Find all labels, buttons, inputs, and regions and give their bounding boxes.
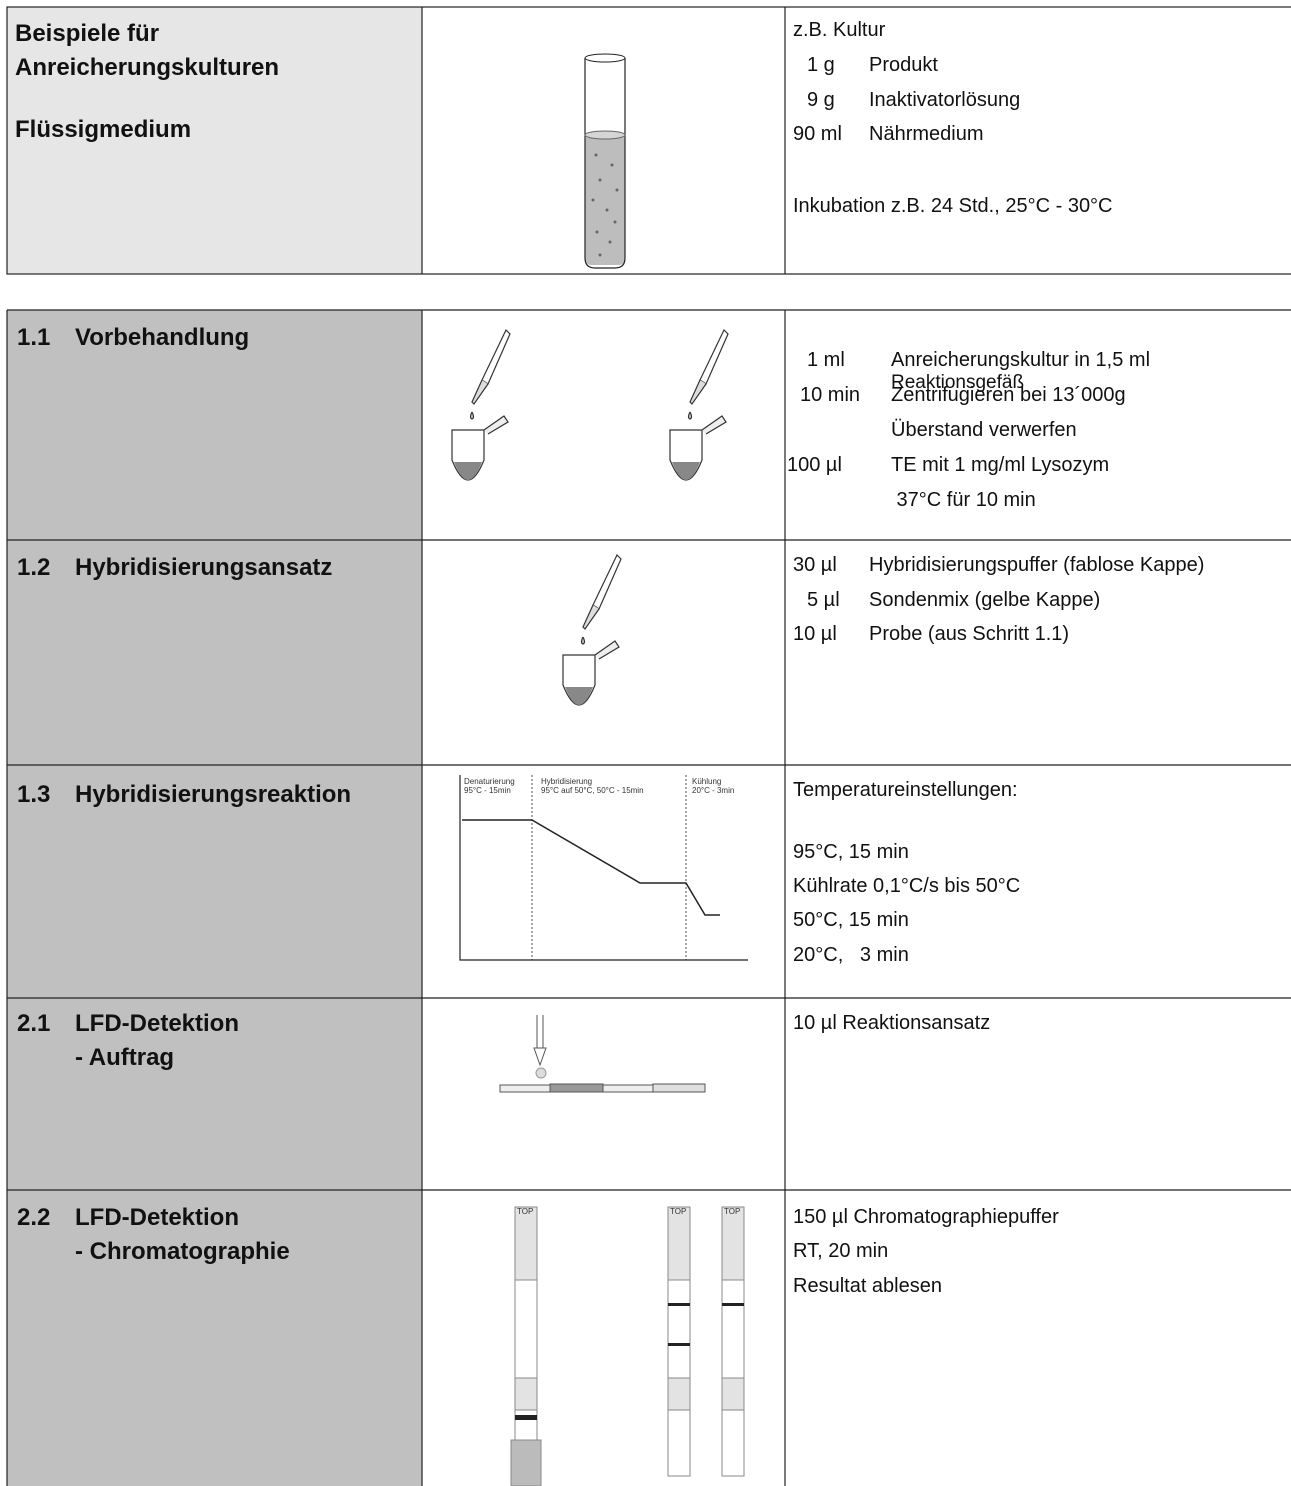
intro-title: Anreicherungskulturen [15, 54, 279, 82]
strip-label: TOP [670, 1207, 686, 1216]
step-title: Hybridisierungsansatz [75, 554, 332, 582]
step-amount: 30 µl [793, 553, 837, 577]
drop [689, 412, 692, 419]
strip-top [722, 1207, 744, 1280]
note-line: 10 µl Reaktionsansatz [793, 1011, 990, 1035]
step-amount: 1 ml [807, 348, 845, 372]
item-text: Produkt [869, 53, 938, 77]
step-text: Probe (aus Schritt 1.1) [869, 622, 1069, 646]
pipette-tube [670, 330, 728, 480]
step-text: Anreicherungskultur in 1,5 ml [891, 348, 1150, 372]
strip-pad [515, 1378, 537, 1410]
step-amount: 5 µl [807, 588, 840, 612]
pipette-tip [690, 380, 706, 404]
sample [672, 462, 700, 480]
item-amount: 90 ml [793, 122, 842, 146]
step-text: Hybridisierungspuffer (fablose Kappe) [869, 553, 1204, 577]
step-amount: 10 min [800, 383, 860, 407]
step-number: 1.2 [17, 554, 50, 582]
strip-front [515, 1415, 537, 1420]
pipette-tube [563, 555, 621, 705]
strip-top [515, 1207, 537, 1280]
phase-detail: 95°C - 15min [464, 786, 511, 795]
item-text: Inaktivatorlösung [869, 88, 1020, 112]
step-title: Vorbehandlung [75, 324, 249, 352]
strip-label: TOP [724, 1207, 740, 1216]
lfd-strips: TOP TOP TOP [511, 1207, 744, 1486]
setting-line: 50°C, 15 min [793, 908, 909, 932]
phase-label: Kühlung [692, 777, 721, 786]
step-subtitle: - Chromatographie [75, 1238, 290, 1266]
pipette-tip [472, 380, 488, 404]
pipette-tube [452, 330, 510, 480]
step-text: TE mit 1 mg/ml Lysozym [891, 453, 1109, 477]
step-text: Sondenmix (gelbe Kappe) [869, 588, 1100, 612]
item-text: Nährmedium [869, 122, 983, 146]
step-text: 37°C für 10 min [891, 488, 1036, 512]
step-amount: 10 µl [793, 622, 837, 646]
setting-line: Kühlrate 0,1°C/s bis 50°C [793, 874, 1020, 898]
lid [702, 416, 726, 434]
step-title: Hybridisierungsreaktion [75, 781, 351, 809]
strip: TOP [722, 1207, 744, 1476]
pipette [593, 555, 621, 609]
lfd-application [500, 1015, 705, 1092]
step-number: 2.2 [17, 1204, 50, 1232]
step-text: Zentrifugieren bei 13´000g [891, 383, 1126, 407]
step-title: LFD-Detektion [75, 1010, 239, 1038]
strip: TOP [668, 1207, 690, 1476]
settings-heading: Temperatureinstellungen: [793, 778, 1018, 802]
note-line: 150 µl Chromatographiepuffer [793, 1205, 1059, 1229]
strip-pad [722, 1378, 744, 1410]
phase-detail: 95°C auf 50°C, 50°C - 15min [541, 786, 644, 795]
phase-detail: 20°C - 3min [692, 786, 734, 795]
lid [595, 641, 619, 659]
strip-line [668, 1303, 690, 1306]
sample [454, 462, 482, 480]
item-amount: 1 g [807, 53, 835, 77]
note-line: Resultat ablesen [793, 1274, 942, 1298]
step-text: Überstand verwerfen [891, 418, 1077, 442]
buffer-well [511, 1440, 541, 1486]
step-title: LFD-Detektion [75, 1204, 239, 1232]
setting-line: 95°C, 15 min [793, 840, 909, 864]
intro-medium: Flüssigmedium [15, 116, 191, 144]
intro-example: z.B. Kultur [793, 18, 885, 42]
step-number: 2.1 [17, 1010, 50, 1038]
drop [471, 412, 474, 419]
step-subtitle: - Auftrag [75, 1044, 174, 1072]
setting-line: 20°C, 3 min [793, 943, 909, 967]
intro-title: Beispiele für [15, 20, 159, 48]
strip: TOP [511, 1207, 541, 1486]
phase-label: Denaturierung [464, 777, 515, 786]
culture-tube [585, 54, 625, 268]
note-line: RT, 20 min [793, 1239, 888, 1263]
step-number: 1.1 [17, 324, 50, 352]
intro-incubation: Inkubation z.B. 24 Std., 25°C - 30°C [793, 194, 1113, 218]
pipette-tip [583, 605, 599, 629]
item-amount: 9 g [807, 88, 835, 112]
strip-line [668, 1343, 690, 1346]
lid [484, 416, 508, 434]
pipette [700, 330, 728, 384]
strip-top [668, 1207, 690, 1280]
phase-label: Hybridisierung [541, 777, 592, 786]
step-number: 1.3 [17, 781, 50, 809]
strip-line [722, 1303, 744, 1306]
strip-pad [668, 1378, 690, 1410]
pipette [482, 330, 510, 384]
step-amount: 100 µl [787, 453, 842, 477]
sample [565, 687, 593, 705]
drop [582, 637, 585, 644]
pipette-illustrations [452, 330, 728, 705]
strip-label: TOP [517, 1207, 533, 1216]
page: Denaturierung95°C - 15minHybridisierung9… [0, 0, 1291, 1486]
